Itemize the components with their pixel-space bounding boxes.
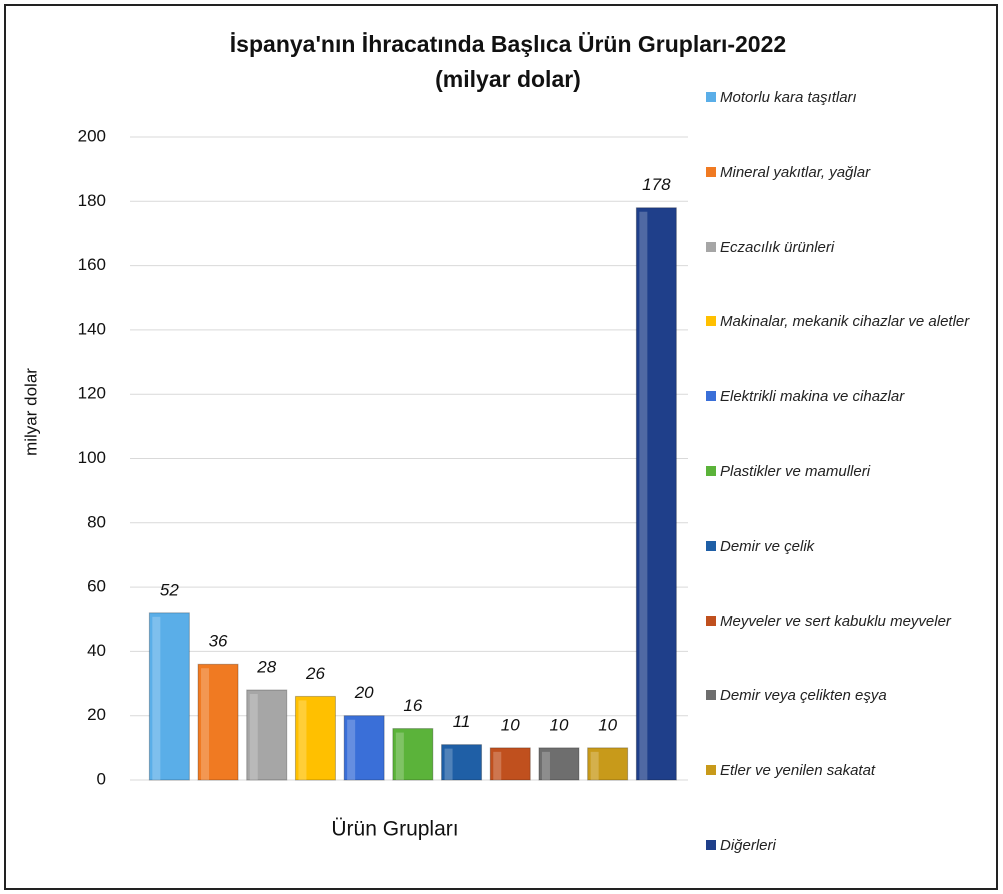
- bar: [392, 728, 434, 781]
- y-tick-label: 20: [87, 705, 106, 724]
- y-tick-label: 40: [87, 641, 106, 660]
- bar-highlight: [249, 693, 258, 780]
- legend-swatch: [706, 166, 716, 177]
- legend-entry: Mineral yakıtlar, yağlar: [706, 161, 991, 185]
- legend-entry: Etler ve yenilen sakatat: [706, 759, 991, 783]
- legend-label: Etler ve yenilen sakatat: [720, 762, 876, 780]
- y-tick-label: 140: [78, 319, 106, 338]
- y-tick-label: 80: [87, 512, 106, 531]
- legend-swatch: [706, 391, 716, 402]
- chart-subtitle: (milyar dolar): [435, 66, 581, 92]
- data-label: 16: [403, 696, 422, 715]
- legend-label: Mineral yakıtlar, yağlar: [720, 163, 871, 181]
- bar-highlight: [444, 748, 453, 780]
- bar: [587, 747, 629, 781]
- legend-entry: Eczacılık ürünleri: [706, 236, 991, 260]
- legend-entry: Elektrikli makina ve cihazlar: [706, 385, 991, 409]
- data-label: 36: [209, 632, 228, 651]
- y-tick-label: 120: [78, 384, 106, 403]
- legend-entry: Diğerleri: [706, 834, 991, 858]
- legend-label: Plastikler ve mamulleri: [720, 463, 871, 480]
- legend-label: Meyveler ve sert kabuklu meyveler: [720, 612, 951, 630]
- x-axis-label: Ürün Grupları: [331, 818, 458, 841]
- data-label: 10: [598, 715, 617, 734]
- legend-label: Eczacılık ürünleri: [720, 238, 835, 256]
- legend-label: Makinalar, mekanik cihazlar ve aletler: [720, 313, 970, 331]
- legend-label: Motorlu kara taşıtları: [720, 89, 857, 106]
- y-axis-label: milyar dolar: [21, 368, 40, 456]
- legend-entry: Demir ve çelik: [706, 535, 991, 559]
- y-tick-label: 160: [78, 255, 106, 274]
- legend-entry: Plastikler ve mamulleri: [706, 460, 991, 484]
- data-label: 178: [642, 175, 671, 194]
- bar-highlight: [541, 751, 550, 780]
- legend-swatch: [706, 840, 716, 850]
- legend-swatch: [706, 241, 716, 252]
- legend-entry: Meyveler ve sert kabuklu meyveler: [706, 610, 991, 634]
- legend-swatch: [706, 615, 716, 626]
- legend-swatch: [706, 316, 716, 327]
- bar: [197, 663, 239, 781]
- bar-highlight: [347, 719, 356, 780]
- legend-swatch: [706, 540, 716, 551]
- y-tick-label: 180: [78, 191, 106, 210]
- data-label: 10: [549, 715, 568, 734]
- legend-label: Diğerleri: [720, 837, 776, 854]
- legend-entry: Makinalar, mekanik cihazlar ve aletler: [706, 310, 991, 334]
- chart-title: İspanya'nın İhracatında Başlıca Ürün Gru…: [230, 31, 786, 57]
- legend-label: Elektrikli makina ve cihazlar: [720, 388, 905, 406]
- bar: [148, 612, 190, 781]
- legend-label: Demir veya çelikten eşya: [720, 687, 887, 705]
- bar-highlight: [395, 732, 404, 780]
- bar: [294, 695, 336, 781]
- data-label: 11: [453, 712, 471, 731]
- y-tick-label: 200: [78, 126, 106, 145]
- data-label: 20: [354, 683, 374, 702]
- legend-entry: Demir veya çelikten eşya: [706, 684, 991, 708]
- legend-swatch: [706, 765, 716, 776]
- bar-highlight: [152, 616, 161, 780]
- legend-swatch: [706, 92, 716, 102]
- data-label: 26: [305, 664, 325, 683]
- bar: [538, 747, 580, 781]
- bar: [489, 747, 531, 781]
- bar-highlight: [201, 668, 210, 780]
- bar: [343, 715, 385, 781]
- legend-swatch: [706, 466, 716, 476]
- bar: [441, 744, 483, 781]
- legend-entry: Motorlu kara taşıtları: [706, 86, 991, 110]
- data-label: 52: [160, 580, 179, 599]
- bar: [635, 207, 677, 781]
- bar-highlight: [590, 751, 599, 780]
- y-tick-label: 100: [78, 448, 106, 467]
- data-label: 28: [256, 657, 276, 676]
- legend-label: Demir ve çelik: [720, 537, 815, 555]
- data-label: 10: [501, 715, 520, 734]
- bar-highlight: [493, 751, 502, 780]
- legend-swatch: [706, 690, 716, 701]
- y-tick-label: 0: [97, 769, 106, 788]
- bar: [246, 689, 288, 781]
- bar-highlight: [298, 700, 307, 780]
- y-tick-label: 60: [87, 577, 106, 596]
- bar-highlight: [639, 211, 648, 781]
